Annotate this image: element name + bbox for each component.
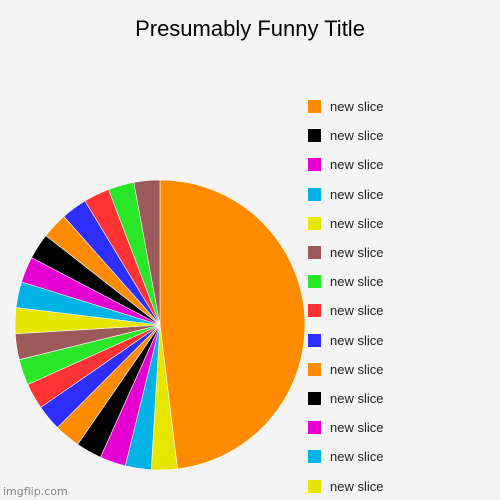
legend-swatch	[308, 129, 321, 143]
legend-label: new slice	[330, 128, 384, 144]
legend-label: new slice	[330, 391, 384, 406]
legend-label: new slice	[330, 420, 384, 436]
legend-label: new slice	[330, 215, 384, 231]
legend-label: new slice	[330, 361, 384, 377]
legend-swatch	[308, 362, 321, 376]
legend-label: new slice	[330, 157, 384, 173]
legend-label: new slice	[330, 274, 384, 290]
legend-swatch	[308, 304, 321, 318]
legend-label: new slice	[330, 332, 384, 348]
watermark: imgflip.com	[3, 485, 68, 498]
chart-title: Presumably Funny Title	[135, 16, 365, 41]
legend-swatch	[308, 246, 321, 259]
legend-swatch	[308, 158, 321, 172]
legend-label: new slice	[330, 99, 384, 114]
legend-label: new slice	[330, 478, 384, 494]
legend-swatch	[308, 187, 321, 201]
legend-swatch	[308, 392, 321, 405]
legend-label: new slice	[330, 245, 384, 260]
legend-swatch	[308, 100, 321, 113]
legend-swatch	[308, 333, 321, 347]
legend-swatch	[308, 421, 321, 435]
legend-label: new slice	[330, 186, 384, 202]
pie-slice-1	[159, 179, 306, 470]
legend-label: new slice	[330, 449, 384, 465]
legend-label: new slice	[330, 303, 384, 319]
legend-swatch	[308, 216, 321, 230]
legend-swatch	[308, 275, 321, 289]
legend-swatch	[308, 450, 321, 464]
pie-slice-19	[133, 179, 161, 326]
legend-swatch	[308, 479, 321, 493]
